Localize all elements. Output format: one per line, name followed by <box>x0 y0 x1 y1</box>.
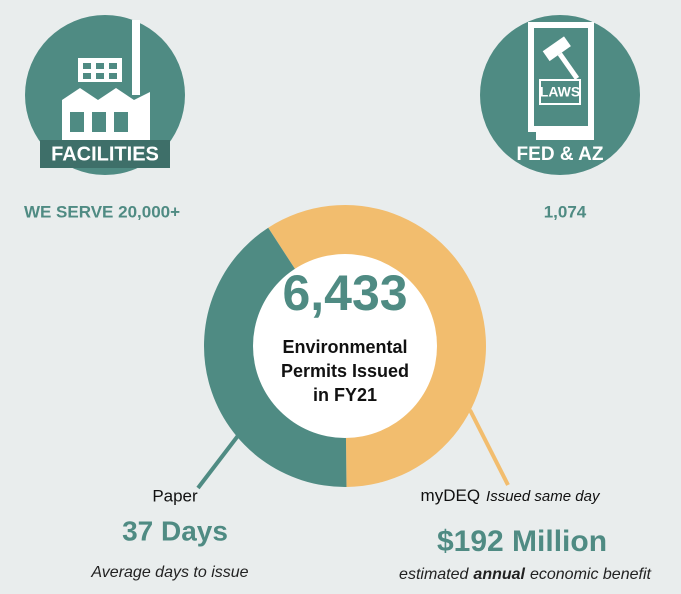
laws-caption: 1,074 <box>544 202 587 221</box>
paper-description: Average days to issue <box>90 564 248 581</box>
donut-center <box>253 254 437 438</box>
center-line: Permits Issued <box>281 361 409 381</box>
mydeq-name: myDEQ <box>421 486 481 505</box>
laws-icon-text: LAWS <box>540 84 580 100</box>
center-line: in FY21 <box>313 385 377 405</box>
total: 6,433 <box>282 265 407 321</box>
laws-icon <box>480 15 640 175</box>
donut-segment <box>268 204 486 487</box>
donut <box>204 204 486 488</box>
paper-metric: 37 Days <box>122 515 228 546</box>
donut-segment <box>204 227 347 488</box>
description-part: annual <box>473 566 525 583</box>
description-part: estimated <box>399 566 469 583</box>
facilities-label: FACILITIES <box>51 143 159 165</box>
description-part: economic benefit <box>530 566 652 583</box>
leader-line <box>196 418 252 490</box>
facilities-icon <box>25 15 185 175</box>
facilities-caption: WE SERVE 20,000+ <box>24 202 180 221</box>
mydeq-subtitle: Issued same day <box>486 488 601 505</box>
mydeq-description: estimated annual economic benefit <box>399 566 651 583</box>
paper-name: Paper <box>152 486 198 505</box>
laws-label: FED & AZ <box>517 144 604 165</box>
leader-line <box>468 409 510 486</box>
center-line: Environmental <box>282 337 407 357</box>
mydeq-metric: $192 Million <box>437 525 607 558</box>
mydeq-heading: myDEQ Issued same day <box>421 486 601 505</box>
